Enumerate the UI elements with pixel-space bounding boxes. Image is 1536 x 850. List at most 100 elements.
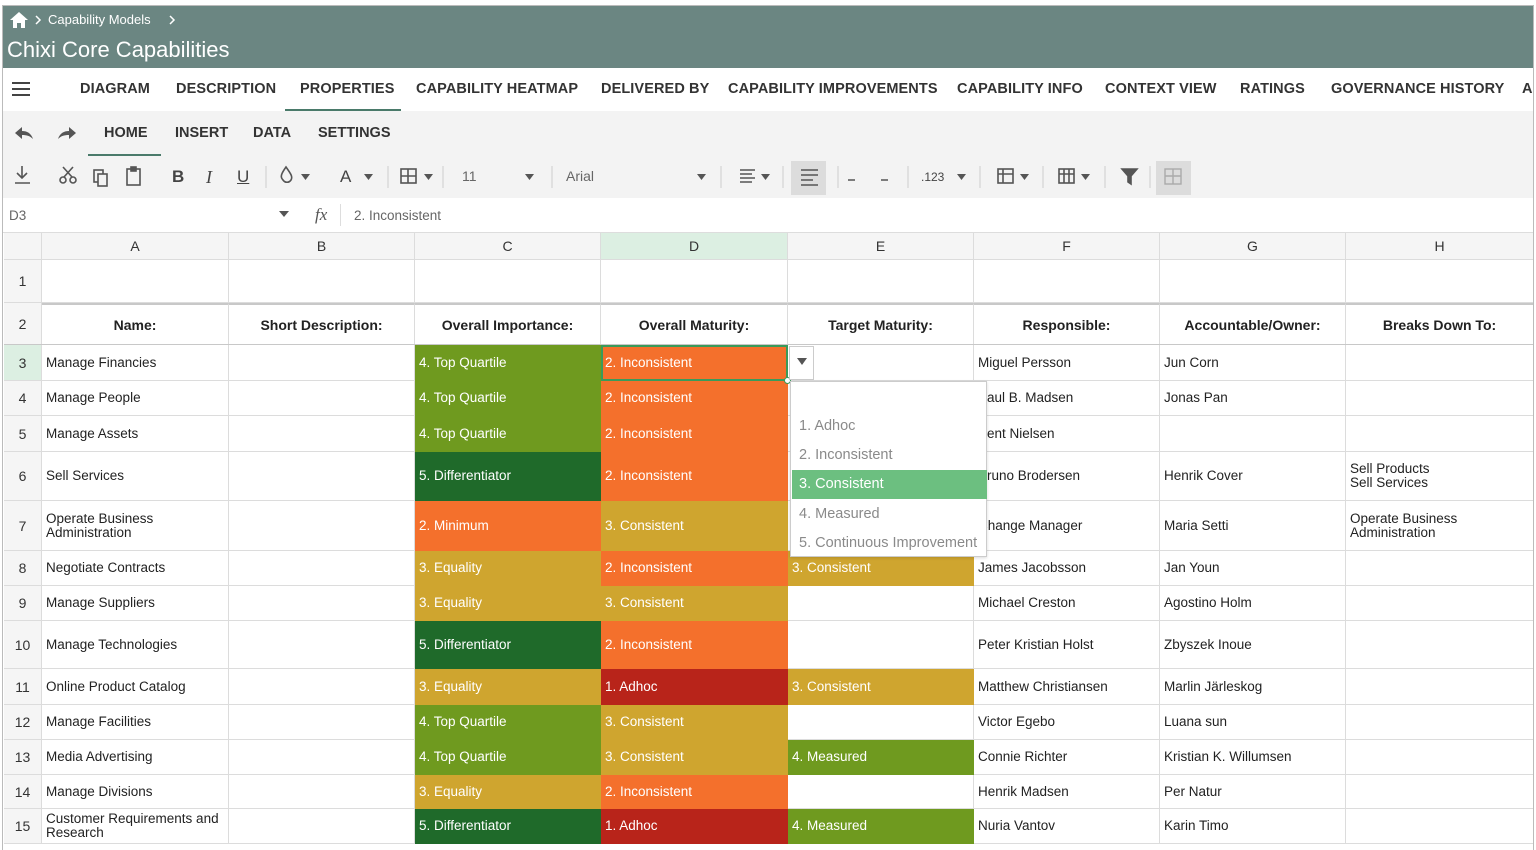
cell[interactable]: Matthew Christiansen xyxy=(974,669,1160,705)
cell[interactable]: Manage Divisions xyxy=(42,775,229,809)
cell[interactable]: Online Product Catalog xyxy=(42,669,229,705)
cell[interactable] xyxy=(1346,621,1534,669)
cell[interactable]: 4. Measured xyxy=(788,740,974,775)
cell[interactable]: Bruno Brodersen xyxy=(974,452,1160,501)
cell[interactable] xyxy=(788,705,974,740)
row-header[interactable]: 4 xyxy=(4,381,42,416)
row-header[interactable]: 7 xyxy=(4,501,42,551)
cell[interactable] xyxy=(1346,586,1534,621)
column-header[interactable]: G xyxy=(1160,233,1346,260)
cell[interactable]: Manage Technologies xyxy=(42,621,229,669)
cell[interactable]: 3. Equality xyxy=(415,551,601,586)
cell[interactable]: Kent Nielsen xyxy=(974,416,1160,452)
column-title[interactable]: Responsible: xyxy=(974,303,1160,345)
cell[interactable] xyxy=(229,809,415,844)
cell[interactable] xyxy=(1160,260,1346,303)
cell[interactable]: Sell Services xyxy=(42,452,229,501)
column-title[interactable]: Short Description: xyxy=(229,303,415,345)
cell[interactable] xyxy=(788,260,974,303)
cell[interactable]: Sell Products Sell Services xyxy=(1346,452,1534,501)
cell[interactable]: 3. Consistent xyxy=(601,740,788,775)
cell[interactable] xyxy=(1346,809,1534,844)
cell[interactable]: 2. Inconsistent xyxy=(601,452,788,501)
column-title[interactable]: Breaks Down To: xyxy=(1346,303,1534,345)
cell[interactable]: 1. Adhoc xyxy=(601,809,788,844)
cell[interactable]: 4. Top Quartile xyxy=(415,740,601,775)
cell[interactable]: Operate Business Administration xyxy=(42,501,229,551)
row-header[interactable]: 5 xyxy=(4,416,42,452)
cell[interactable]: 3. Equality xyxy=(415,669,601,705)
cell[interactable]: 3. Consistent xyxy=(601,586,788,621)
cell[interactable] xyxy=(229,740,415,775)
cell[interactable] xyxy=(229,501,415,551)
cell[interactable]: Manage Facilities xyxy=(42,705,229,740)
column-header[interactable]: D xyxy=(601,233,788,260)
cell[interactable] xyxy=(229,345,415,381)
row-header[interactable]: 6 xyxy=(4,452,42,501)
cell[interactable] xyxy=(415,260,601,303)
column-header[interactable]: H xyxy=(1346,233,1534,260)
cell[interactable]: 5. Differentiator xyxy=(415,452,601,501)
cell[interactable]: Jun Corn xyxy=(1160,345,1346,381)
column-title[interactable]: Accountable/Owner: xyxy=(1160,303,1346,345)
cell[interactable]: Karin Timo xyxy=(1160,809,1346,844)
cell[interactable] xyxy=(1346,381,1534,416)
cell[interactable]: Victor Egebo xyxy=(974,705,1160,740)
cell[interactable] xyxy=(1346,345,1534,381)
row-header[interactable]: 8 xyxy=(4,551,42,586)
cell[interactable]: Maria Setti xyxy=(1160,501,1346,551)
row-header[interactable]: 9 xyxy=(4,586,42,621)
cell[interactable]: 3. Equality xyxy=(415,775,601,809)
column-header[interactable]: B xyxy=(229,233,415,260)
column-header[interactable]: F xyxy=(974,233,1160,260)
cell[interactable]: 3. Equality xyxy=(415,586,601,621)
cell[interactable] xyxy=(229,705,415,740)
cell[interactable] xyxy=(229,586,415,621)
cell[interactable]: 3. Consistent xyxy=(601,501,788,551)
cell[interactable]: 5. Differentiator xyxy=(415,621,601,669)
cell[interactable]: 2. Inconsistent xyxy=(601,381,788,416)
cell[interactable]: Jonas Pan xyxy=(1160,381,1346,416)
cell[interactable] xyxy=(974,260,1160,303)
cell[interactable] xyxy=(1160,416,1346,452)
cell[interactable] xyxy=(229,669,415,705)
row-header[interactable]: 1 xyxy=(4,260,42,303)
cell[interactable]: Michael Creston xyxy=(974,586,1160,621)
cell[interactable]: Henrik Cover xyxy=(1160,452,1346,501)
cell[interactable]: 4. Top Quartile xyxy=(415,705,601,740)
cell[interactable] xyxy=(229,775,415,809)
cell[interactable]: 2. Inconsistent xyxy=(601,621,788,669)
dropdown-option[interactable]: 2. Inconsistent xyxy=(792,440,987,469)
column-header[interactable]: C xyxy=(415,233,601,260)
cell[interactable]: Marlin Järleskog xyxy=(1160,669,1346,705)
cell[interactable]: 4. Top Quartile xyxy=(415,416,601,452)
cell[interactable]: Media Advertising xyxy=(42,740,229,775)
column-title[interactable]: Overall Maturity: xyxy=(601,303,788,345)
cell[interactable]: Paul B. Madsen xyxy=(974,381,1160,416)
cell[interactable] xyxy=(1346,260,1534,303)
cell[interactable]: Manage Assets xyxy=(42,416,229,452)
row-header[interactable]: 2 xyxy=(4,303,42,345)
cell[interactable] xyxy=(788,621,974,669)
cell[interactable]: 2. Inconsistent xyxy=(601,775,788,809)
cell[interactable]: Henrik Madsen xyxy=(974,775,1160,809)
column-title[interactable]: Name: xyxy=(42,303,229,345)
cell[interactable]: 1. Adhoc xyxy=(601,669,788,705)
cell[interactable]: Operate Business Administration xyxy=(1346,501,1534,551)
cell[interactable] xyxy=(229,621,415,669)
column-header[interactable]: A xyxy=(42,233,229,260)
cell[interactable]: Manage Financies xyxy=(42,345,229,381)
cell[interactable]: James Jacobsson xyxy=(974,551,1160,586)
cell[interactable]: 3. Consistent xyxy=(788,669,974,705)
row-header[interactable]: 10 xyxy=(4,621,42,669)
dropdown-option[interactable]: 1. Adhoc xyxy=(792,411,987,440)
cell[interactable] xyxy=(1346,551,1534,586)
column-title[interactable]: Target Maturity: xyxy=(788,303,974,345)
column-header[interactable]: E xyxy=(788,233,974,260)
cell[interactable] xyxy=(229,260,415,303)
cell[interactable]: 2. Inconsistent xyxy=(601,416,788,452)
cell[interactable] xyxy=(1346,705,1534,740)
cell[interactable]: Agostino Holm xyxy=(1160,586,1346,621)
cell[interactable] xyxy=(229,381,415,416)
cell[interactable]: Manage People xyxy=(42,381,229,416)
